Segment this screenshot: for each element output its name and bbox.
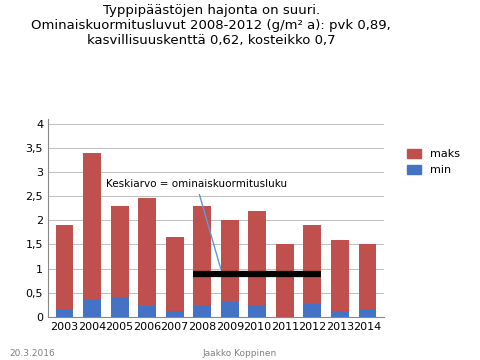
Bar [166,311,184,317]
Bar [193,206,211,305]
Bar [221,220,239,302]
Bar [193,305,211,317]
Bar [276,244,294,317]
Bar [111,206,129,297]
Bar [83,300,101,317]
Bar [56,225,73,310]
Bar [303,304,321,317]
Bar [221,302,239,317]
Bar [248,211,266,305]
Bar [138,306,156,317]
Text: Keskiarvo = ominaiskuormitusluku: Keskiarvo = ominaiskuormitusluku [106,179,287,269]
Bar [359,309,376,317]
Bar [331,311,349,317]
Bar [166,237,184,311]
Bar [56,310,73,317]
Text: Typpipäästöjen hajonta on suuri.
Ominaiskuormitusluvut 2008-2012 (g/m² a): pvk 0: Typpipäästöjen hajonta on suuri. Ominais… [31,4,391,46]
Bar [331,239,349,311]
Bar [303,225,321,304]
Bar [83,153,101,300]
Bar [248,305,266,317]
Bar [111,297,129,317]
Text: 20.3.2016: 20.3.2016 [10,349,55,358]
Bar [359,244,376,309]
Bar [138,198,156,306]
Text: Jaakko Koppinen: Jaakko Koppinen [203,349,277,358]
Legend: maks, min: maks, min [403,144,464,180]
